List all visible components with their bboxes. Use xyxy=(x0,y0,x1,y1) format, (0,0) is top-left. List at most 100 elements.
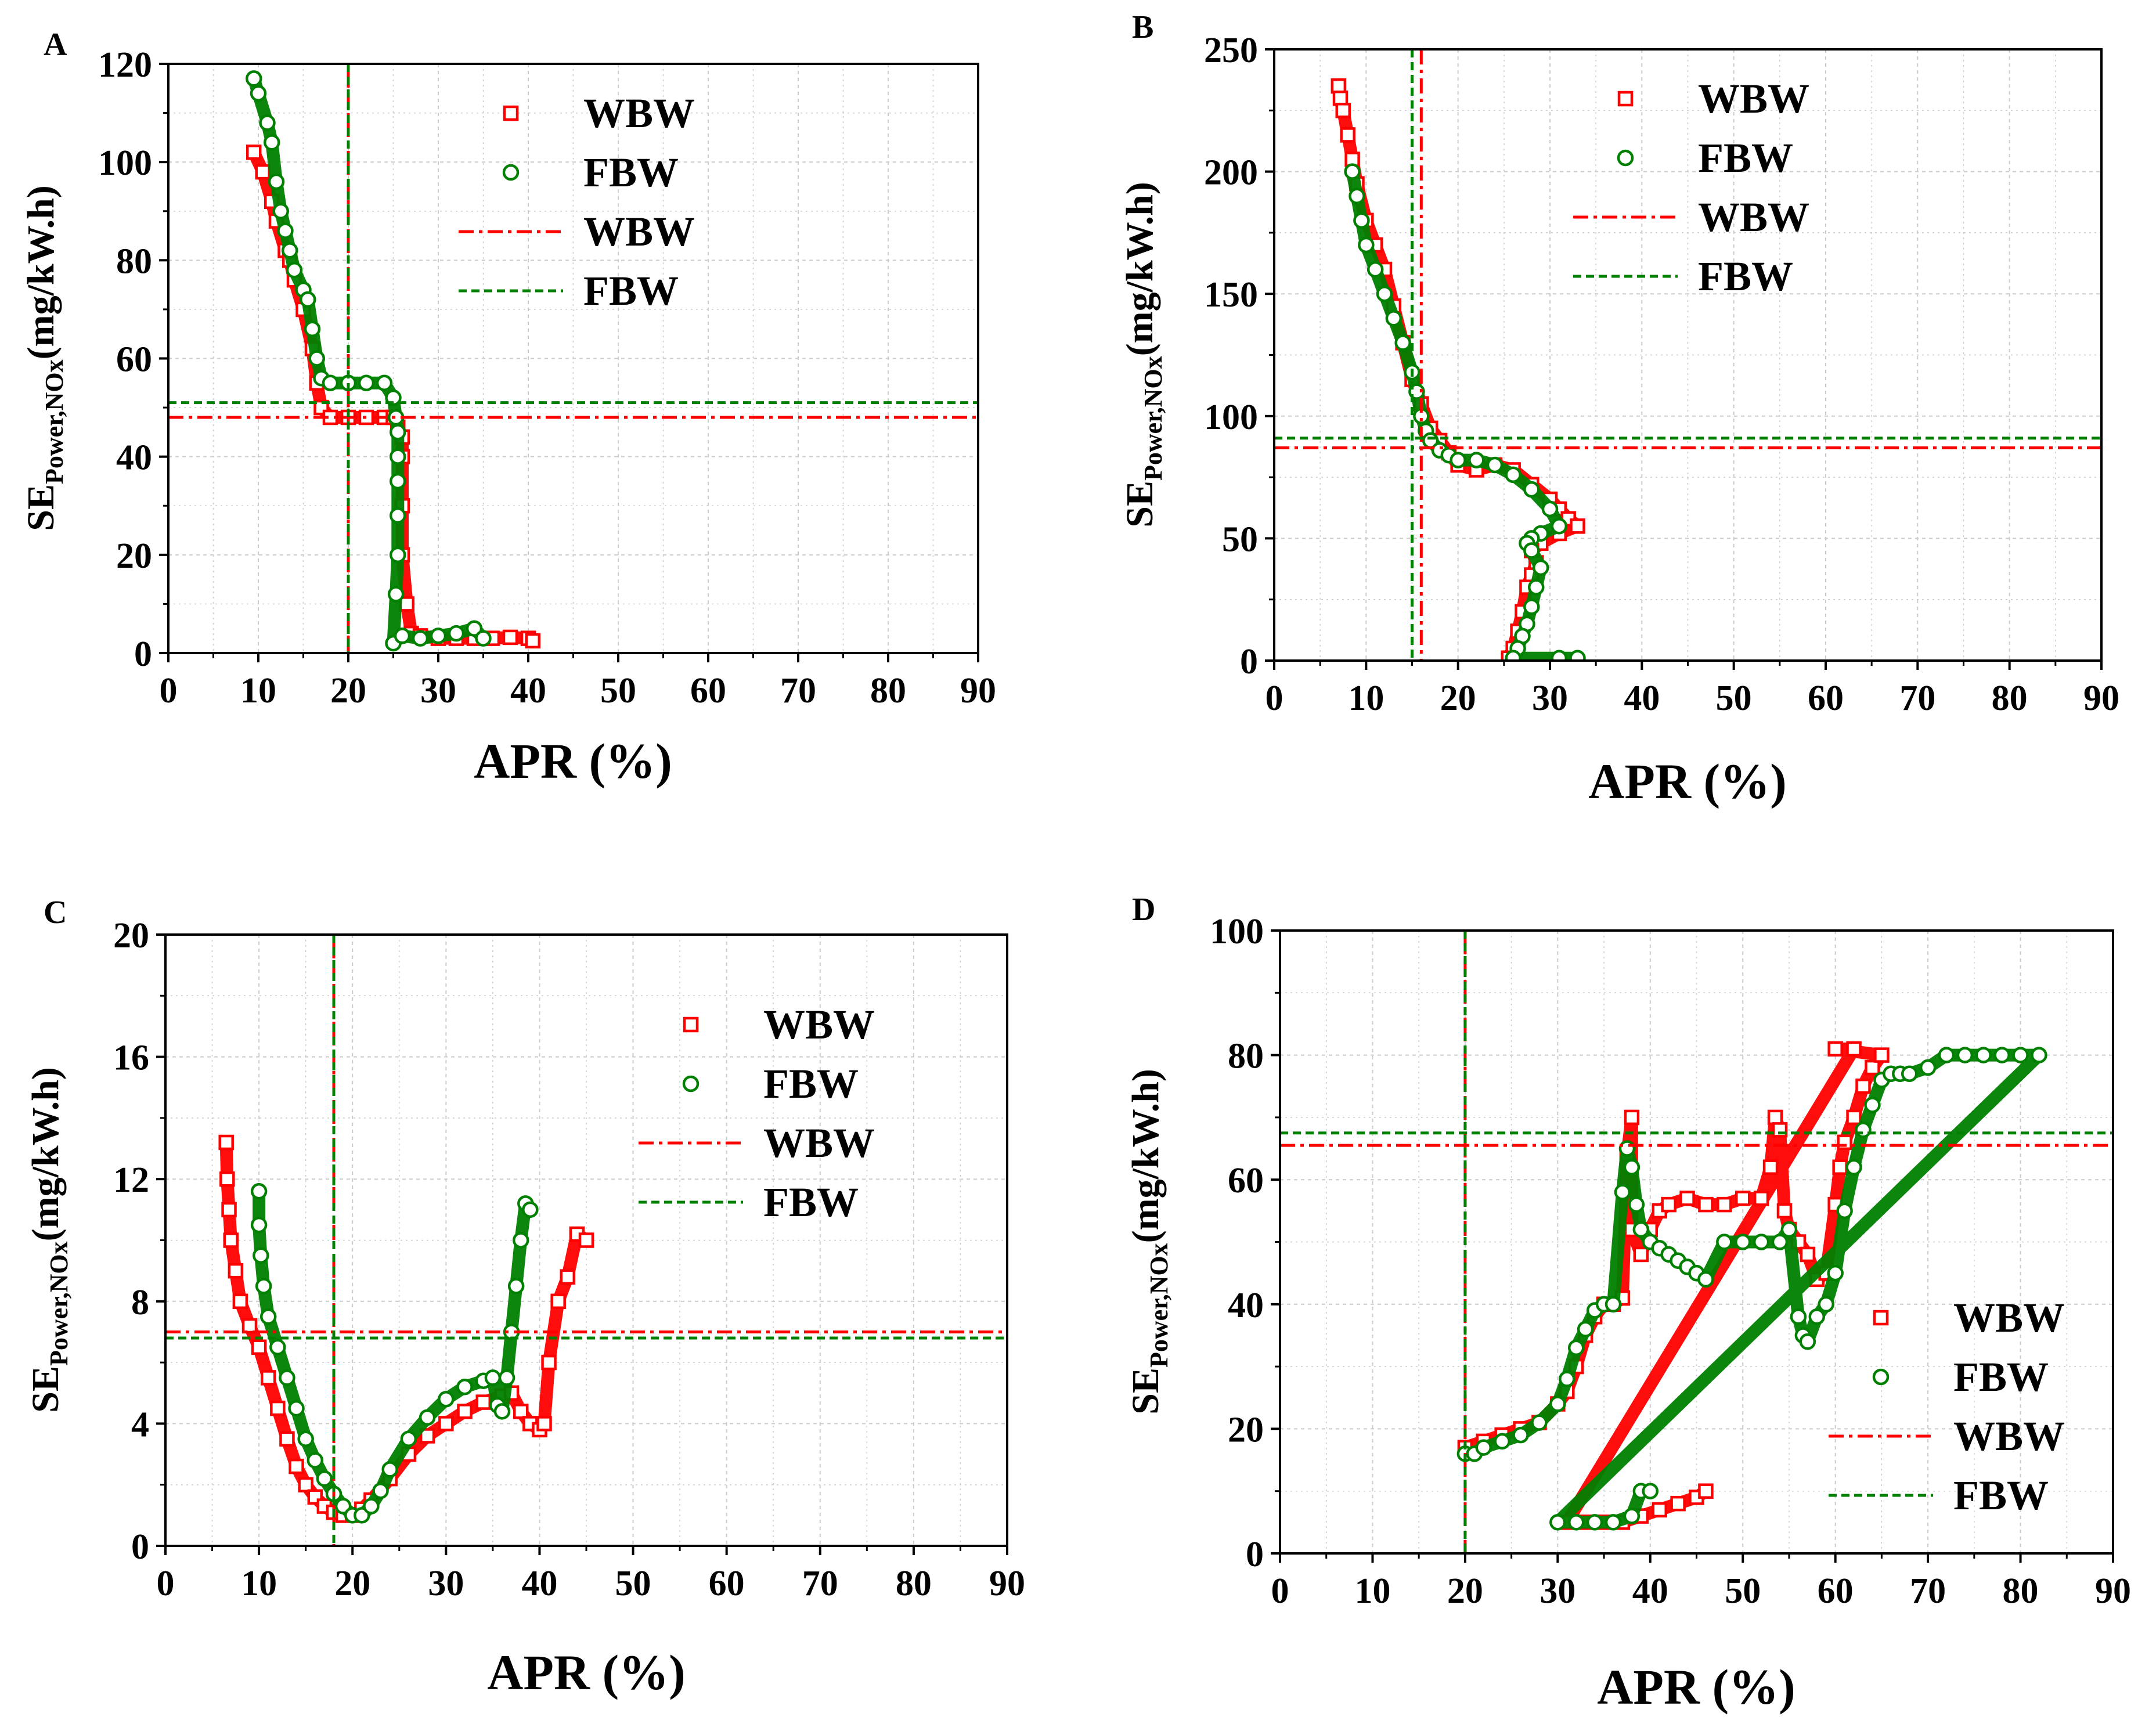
data-point xyxy=(1531,1414,1548,1431)
y-axis-title-sub: Power,NOx xyxy=(1145,1243,1173,1368)
legend-entry: FBW xyxy=(459,268,679,314)
data-point xyxy=(522,1201,539,1218)
data-point xyxy=(2031,1047,2047,1063)
x-tick-label: 70 xyxy=(780,671,816,711)
x-tick-label: 90 xyxy=(989,1564,1025,1603)
data-point xyxy=(228,1263,244,1279)
data-point xyxy=(1771,1234,1789,1250)
panel-letter-a: A xyxy=(44,27,67,63)
data-point xyxy=(390,448,406,465)
data-point xyxy=(1864,1097,1881,1113)
data-point xyxy=(438,1391,455,1408)
data-point xyxy=(288,1400,305,1417)
x-tick-label: 30 xyxy=(420,671,456,711)
data-point xyxy=(1623,1508,1641,1524)
panel-a: A APR (%) SEPower,NOx(mg/kW.h) 0 10 20 30 40… xyxy=(20,27,996,789)
y-axis-title: SEPower,NOx(mg/kW.h) xyxy=(1124,1069,1173,1415)
legend: WBW FBW WBW FBW xyxy=(639,1001,875,1225)
data-point xyxy=(1332,90,1349,106)
x-tick-label: 20 xyxy=(1440,679,1476,718)
data-point xyxy=(1523,481,1540,498)
series-wbw xyxy=(1457,1041,1890,1530)
data-point xyxy=(560,1269,576,1285)
legend-square-marker xyxy=(683,1016,699,1033)
x-tick-label: 60 xyxy=(690,671,726,711)
data-point xyxy=(1623,1159,1641,1175)
data-point xyxy=(1753,1234,1770,1250)
y-axis-title: SEPower,NOx(mg/kW.h) xyxy=(1119,182,1167,528)
reference-lines xyxy=(1280,931,2113,1553)
data-point xyxy=(223,1232,239,1248)
legend-label: WBW xyxy=(1698,194,1809,240)
x-tick-label: 40 xyxy=(510,671,546,711)
data-point xyxy=(1767,1109,1783,1126)
data-point xyxy=(1800,1246,1816,1263)
legend-label: FBW xyxy=(1698,135,1793,181)
legend-entry: WBW xyxy=(1829,1413,2065,1459)
data-point xyxy=(550,1293,566,1310)
x-tick-label: 70 xyxy=(1899,679,1935,718)
y-tick-label: 150 xyxy=(1204,275,1258,315)
data-point xyxy=(259,114,276,131)
y-tick-label: 60 xyxy=(1228,1161,1264,1200)
x-tick-label: 90 xyxy=(2095,1571,2131,1611)
legend-entry: FBW xyxy=(639,1179,859,1225)
y-tick-label: 100 xyxy=(1210,912,1264,951)
data-point xyxy=(300,291,316,308)
data-point xyxy=(394,628,411,644)
data-point xyxy=(1901,1065,1918,1083)
data-point xyxy=(308,350,325,367)
data-point xyxy=(255,164,271,180)
x-tick-label: 0 xyxy=(1271,1571,1289,1611)
panel-b: B APR (%) SEPower,NOx(mg/kW.h) 0 10 20 30 40… xyxy=(1119,9,2119,809)
data-point xyxy=(1846,1109,1862,1126)
data-point xyxy=(1358,236,1375,254)
y-tick-label: 100 xyxy=(1204,398,1258,437)
data-point xyxy=(282,242,298,259)
x-tick-label: 40 xyxy=(1632,1571,1668,1611)
legend-circle-marker xyxy=(682,1075,700,1092)
data-point xyxy=(241,1318,258,1334)
y-tick-label: 4 xyxy=(131,1405,149,1444)
x-axis-title: APR (%) xyxy=(474,733,672,789)
data-point xyxy=(493,1403,511,1420)
data-point xyxy=(1569,650,1586,661)
data-point xyxy=(1993,1047,2010,1063)
data-point xyxy=(1340,127,1355,143)
x-tick-label: 10 xyxy=(241,1564,277,1603)
data-point xyxy=(286,262,303,279)
x-tick-label: 10 xyxy=(240,671,276,711)
data-point xyxy=(1652,1502,1667,1518)
data-point xyxy=(1780,1221,1798,1238)
data-point xyxy=(269,1339,286,1356)
data-point xyxy=(400,1430,417,1447)
data-point xyxy=(1632,1221,1650,1238)
data-point xyxy=(221,1202,237,1218)
legend-entry: FBW xyxy=(1829,1472,2049,1519)
y-tick-label: 16 xyxy=(113,1039,149,1078)
data-point xyxy=(399,596,414,612)
data-point xyxy=(1523,542,1540,559)
data-point xyxy=(307,1452,324,1469)
y-axis-title-unit: (mg/kW.h) xyxy=(1119,182,1161,356)
data-point xyxy=(513,1404,529,1419)
legend-label: WBW xyxy=(583,90,695,136)
x-tick-label: 50 xyxy=(1716,679,1752,718)
data-point xyxy=(1762,1159,1779,1175)
data-point xyxy=(219,1171,235,1187)
legend-label: FBW xyxy=(583,268,679,314)
y-tick-label: 12 xyxy=(113,1160,149,1200)
x-tick-label: 50 xyxy=(600,671,636,711)
y-tick-label: 200 xyxy=(1204,153,1258,193)
x-tick-label: 80 xyxy=(1992,679,2028,718)
ticks: 0 10 20 30 40 50 60 70 80 90 0 50 100 150 200 250 xyxy=(1204,31,2119,718)
legend-label: FBW xyxy=(763,1179,859,1225)
series-trail xyxy=(247,72,490,650)
data-point xyxy=(1532,559,1549,576)
data-point xyxy=(1679,1191,1695,1206)
data-point xyxy=(1697,1271,1714,1288)
y-tick-label: 20 xyxy=(1228,1410,1264,1449)
data-point xyxy=(1367,261,1384,278)
data-point xyxy=(1549,1514,1566,1531)
